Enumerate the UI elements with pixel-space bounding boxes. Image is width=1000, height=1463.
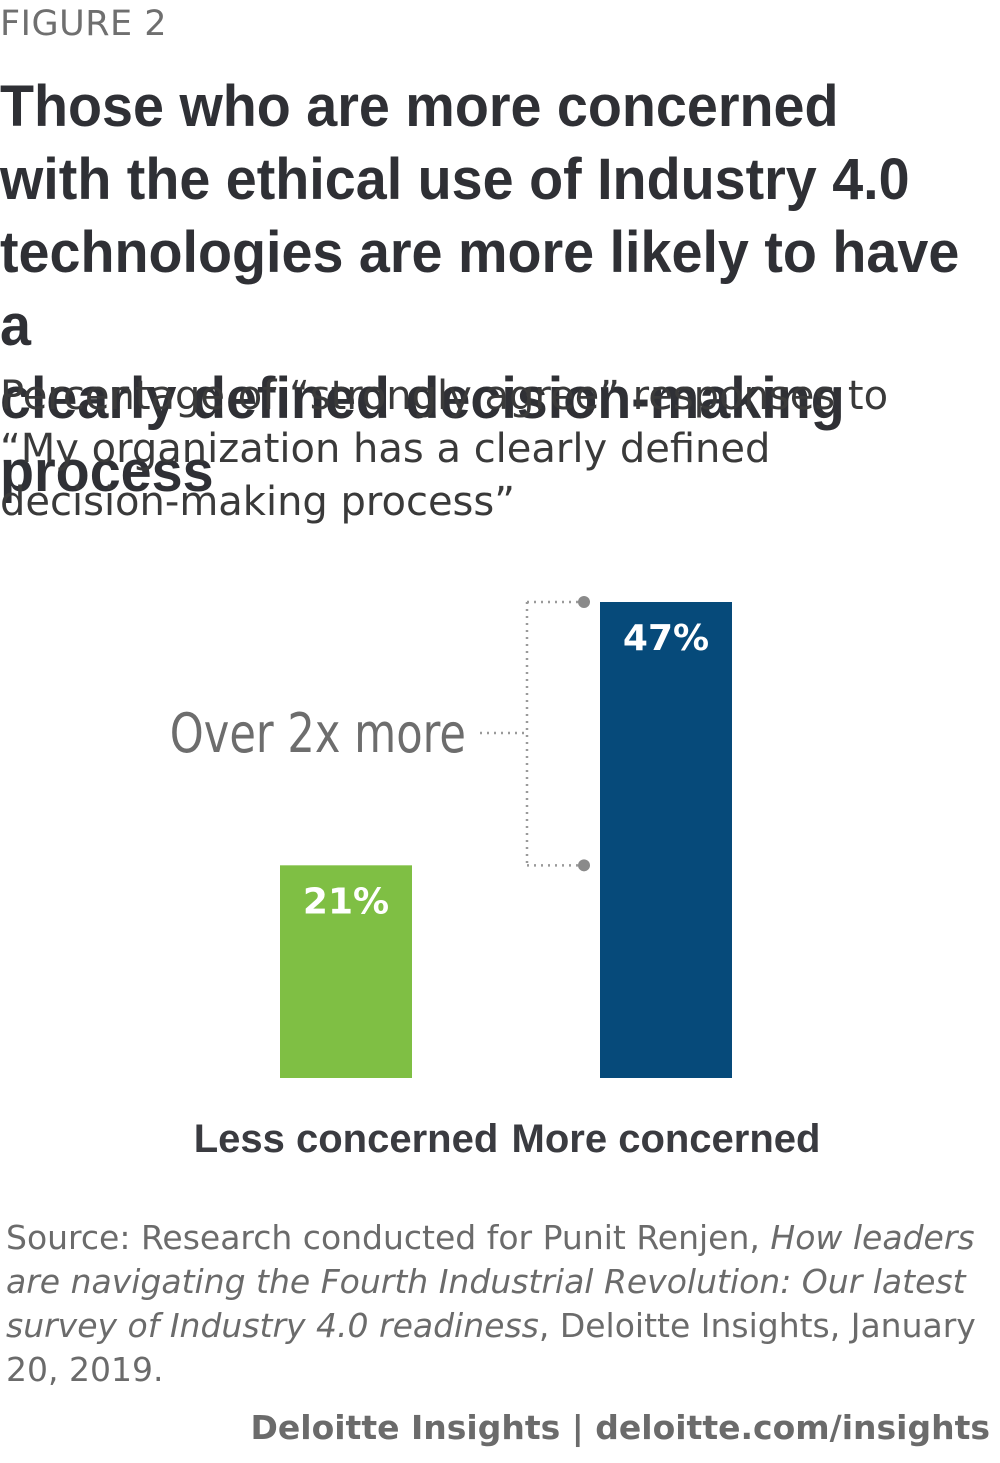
figure-label: FIGURE 2 <box>0 4 168 44</box>
title-line: Those who are more concerned <box>0 74 839 139</box>
annotation-over-2x: Over 2x more <box>170 702 466 765</box>
source-prefix: Source: Research conducted for Punit Ren… <box>6 1218 771 1257</box>
source-suffix: , Deloitte Insights, January 20, 2019. <box>6 1306 976 1389</box>
chart-title: Those who are more concerned with the et… <box>0 70 960 508</box>
source-note: Source: Research conducted for Punit Ren… <box>6 1216 996 1392</box>
data-label-less-concerned: 21% <box>303 881 389 922</box>
source-title: How leaders are navigating the Fourth In… <box>6 1218 975 1345</box>
bracket-dot-top <box>578 596 590 608</box>
bar-less-concerned <box>280 865 412 1078</box>
title-line: technologies are more likely to have a <box>0 220 960 358</box>
bar-more-concerned <box>600 602 732 1078</box>
category-label-less-concerned: Less concerned <box>194 1117 499 1161</box>
title-line: with the ethical use of Industry 4.0 <box>0 147 910 212</box>
footer-credit: Deloitte Insights | deloitte.com/insight… <box>250 1408 990 1447</box>
category-label-more-concerned: More concerned <box>512 1117 821 1161</box>
subtitle-line: “My organization has a clearly defined <box>0 426 771 472</box>
title-line: clearly defined decision-making process <box>0 366 845 504</box>
data-label-more-concerned: 47% <box>623 618 709 659</box>
bracket-dot-bottom <box>578 859 590 872</box>
comparison-bracket <box>480 596 590 872</box>
bar-chart: 21% 47% Less concerned More concerned Ov… <box>170 596 821 1161</box>
subtitle-line: Percentage of “strongly agree” responses… <box>0 373 889 419</box>
subtitle-line: decision-making process” <box>0 479 515 525</box>
chart-subtitle: Percentage of “strongly agree” responses… <box>0 370 980 529</box>
